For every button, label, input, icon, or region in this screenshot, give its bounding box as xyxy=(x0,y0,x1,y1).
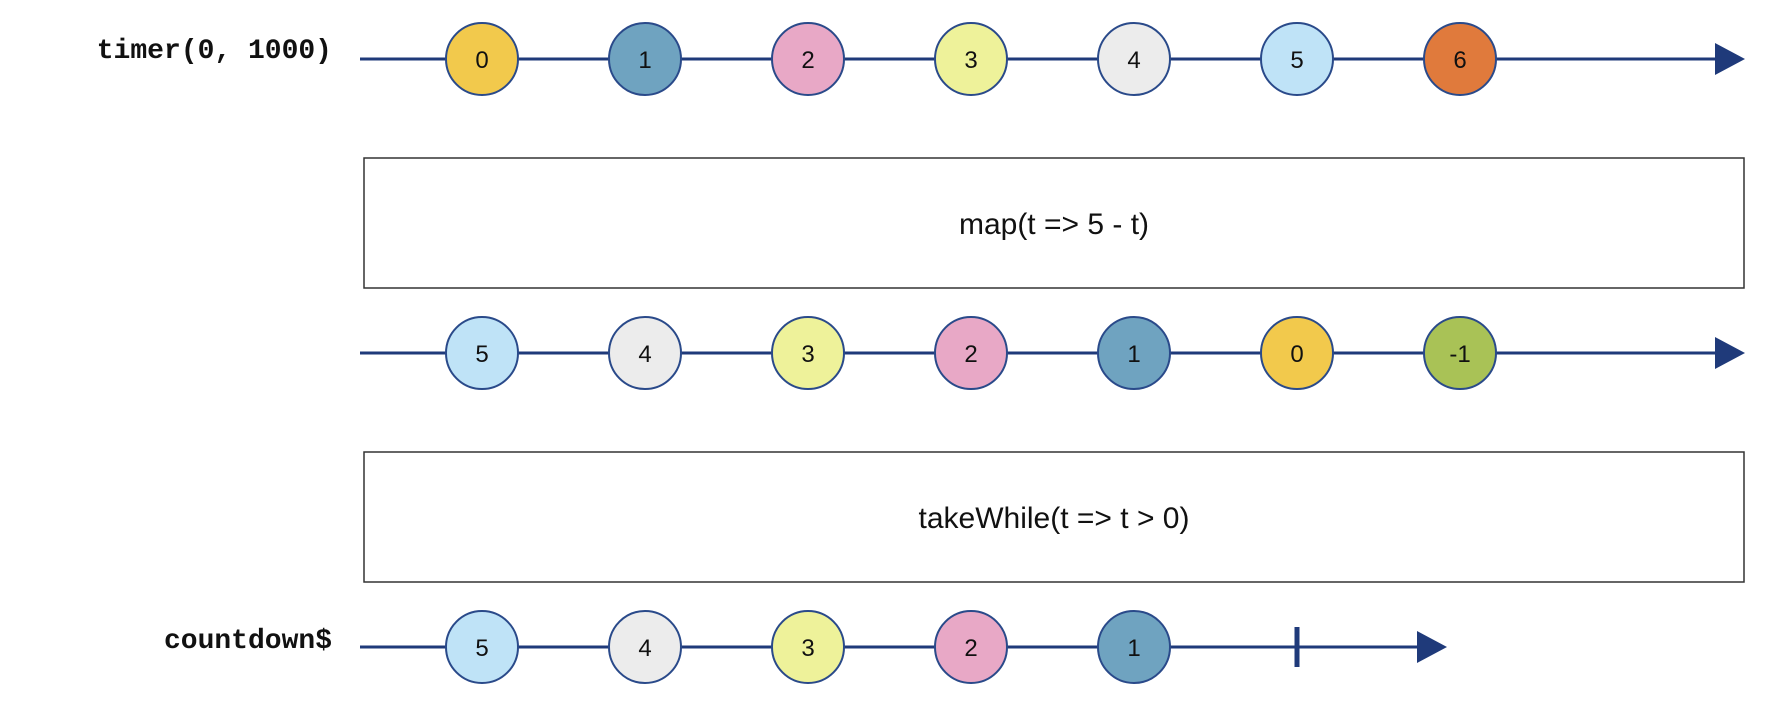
marble-value: 2 xyxy=(964,635,977,662)
operator-label-takeWhile: takeWhile(t => t > 0) xyxy=(919,502,1190,535)
marble-mapped-4 xyxy=(1097,316,1171,390)
marble-countdown-3 xyxy=(934,610,1008,684)
marble-timer-4 xyxy=(1097,22,1171,96)
marble-value: 5 xyxy=(475,635,488,662)
marble-value: 3 xyxy=(801,341,814,368)
arrow-head xyxy=(1417,631,1447,663)
marble-countdown-1 xyxy=(608,610,682,684)
marble-value: 4 xyxy=(638,341,651,368)
operator-box-map xyxy=(363,157,1745,289)
marble-value: 3 xyxy=(964,47,977,74)
marble-countdown-4 xyxy=(1097,610,1171,684)
marble-value: 2 xyxy=(801,47,814,74)
marble-timer-3 xyxy=(934,22,1008,96)
marble-mapped-1 xyxy=(608,316,682,390)
marble-value: 5 xyxy=(1290,47,1303,74)
marble-timer-1 xyxy=(608,22,682,96)
marble-timer-5 xyxy=(1260,22,1334,96)
arrow-head xyxy=(1715,337,1745,369)
marble-value: 4 xyxy=(1127,47,1140,74)
marble-mapped-0 xyxy=(445,316,519,390)
marble-mapped-3 xyxy=(934,316,1008,390)
marble-value: 5 xyxy=(475,341,488,368)
marble-countdown-2 xyxy=(771,610,845,684)
stream-label-countdown: countdown$ xyxy=(163,626,332,657)
marble-mapped-5 xyxy=(1260,316,1334,390)
stream-label-timer: timer(0, 1000) xyxy=(96,36,332,67)
marble-timer-6 xyxy=(1423,22,1497,96)
marble-value: 1 xyxy=(1127,341,1140,368)
operator-label-map: map(t => 5 - t) xyxy=(959,208,1149,241)
marble-countdown-0 xyxy=(445,610,519,684)
arrow-head xyxy=(1715,43,1745,75)
marble-value: -1 xyxy=(1449,341,1470,368)
marble-mapped-6 xyxy=(1423,316,1497,390)
marble-value: 2 xyxy=(964,341,977,368)
marble-value: 3 xyxy=(801,635,814,662)
marble-value: 4 xyxy=(638,635,651,662)
marble-value: 0 xyxy=(475,47,488,74)
operator-box-takeWhile xyxy=(363,451,1745,583)
marble-value: 1 xyxy=(1127,635,1140,662)
marble-value: 1 xyxy=(638,47,651,74)
marble-value: 0 xyxy=(1290,341,1303,368)
marble-timer-2 xyxy=(771,22,845,96)
marble-mapped-2 xyxy=(771,316,845,390)
marble-value: 6 xyxy=(1453,47,1466,74)
marble-timer-0 xyxy=(445,22,519,96)
